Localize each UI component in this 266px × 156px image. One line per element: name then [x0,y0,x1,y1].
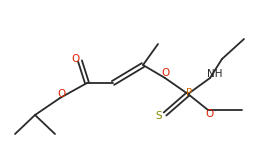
Text: O: O [162,68,170,78]
Text: P: P [186,88,192,98]
Text: O: O [57,89,65,99]
Text: O: O [205,109,213,119]
Text: O: O [71,54,79,64]
Text: S: S [156,111,162,121]
Text: NH: NH [207,69,223,79]
